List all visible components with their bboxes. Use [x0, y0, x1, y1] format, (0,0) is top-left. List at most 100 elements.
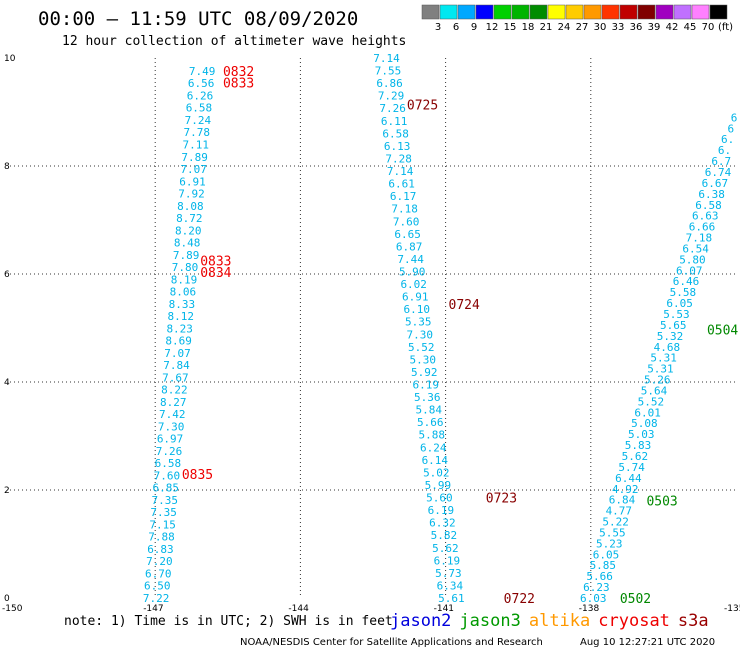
legend-label: 18	[522, 22, 535, 33]
wave-height-value: 7.55	[375, 65, 402, 78]
wave-height-value: 5.52	[638, 395, 665, 408]
legend-swatch	[619, 4, 638, 20]
wave-height-value: 5.66	[417, 416, 444, 429]
legend-swatch	[691, 4, 710, 20]
legend-swatch	[421, 4, 440, 20]
satellite-name-jason2: jason2	[390, 611, 451, 631]
wave-height-value: 6.65	[394, 228, 421, 241]
x-tick-label: -144	[288, 604, 309, 614]
pass-time-label: 0504	[707, 324, 738, 339]
legend-label: 33	[612, 22, 625, 33]
wave-height-value: 6.67	[702, 177, 729, 190]
legend-swatch	[709, 4, 728, 20]
wave-height-value: 6.	[718, 144, 731, 157]
wave-height-value: 4.92	[612, 483, 639, 496]
wave-height-value: 6.70	[145, 567, 172, 580]
pass-time-label: 0722	[504, 592, 535, 607]
wave-height-value: 5.31	[647, 363, 674, 376]
legend-label: 9	[471, 22, 477, 33]
legend-swatch	[583, 4, 602, 20]
legend-label: 21	[540, 22, 553, 33]
pass-time-label: 0725	[407, 98, 438, 113]
legend-swatch	[601, 4, 620, 20]
wave-height-value: 6.13	[384, 140, 411, 153]
wave-height-value: 8.27	[160, 396, 187, 409]
wave-height-value: 7.18	[391, 203, 418, 216]
legend-swatch	[493, 4, 512, 20]
wave-height-value: 7.29	[378, 90, 405, 103]
wave-height-value: 7.24	[185, 114, 212, 127]
wave-height-value: 6.58	[186, 102, 213, 115]
legend-swatch	[673, 4, 692, 20]
wave-height-value: 6.91	[179, 175, 206, 188]
wave-height-value: 6.66	[689, 221, 716, 234]
footer-note: note: 1) Time is in UTC; 2) SWH is in fe…	[64, 614, 393, 629]
x-tick-label: -138	[579, 604, 600, 614]
wave-height-value: 6	[731, 111, 738, 124]
wave-height-value: 5.85	[590, 559, 617, 572]
wave-height-value: 5.90	[399, 265, 426, 278]
pass-time-labels: 0832083308330834083507250724072307220504…	[182, 65, 739, 607]
wave-height-value: 5.74	[618, 461, 645, 474]
wave-height-value: 6.50	[144, 580, 171, 593]
track-jason3: 666.6.6.76.746.676.386.586.636.667.186.5…	[580, 111, 737, 605]
wave-height-value: 6.02	[400, 278, 427, 291]
wave-height-value: 5.73	[435, 567, 462, 580]
wave-height-value: 8.22	[161, 384, 188, 397]
wave-height-value: 5.64	[641, 384, 668, 397]
wave-height-value: 5.32	[657, 330, 684, 343]
legend-label: 30	[594, 22, 607, 33]
wave-height-value: 7.26	[379, 102, 406, 115]
footer-credit: NOAA/NESDIS Center for Satellite Applica…	[240, 637, 543, 648]
wave-height-value: 7.07	[180, 163, 207, 176]
legend-swatch	[655, 4, 674, 20]
wave-height-value: 6.63	[692, 210, 719, 223]
wave-height-value: 5.66	[586, 570, 613, 583]
wave-height-value: 6.19	[413, 379, 440, 392]
wave-height-value: 6.10	[403, 303, 430, 316]
y-tick-label: 6	[4, 270, 10, 280]
wave-height-value: 8.33	[169, 298, 196, 311]
legend-swatch	[511, 4, 530, 20]
wave-height-value: 7.22	[143, 592, 170, 605]
wave-height-value: 7.14	[387, 165, 414, 178]
y-tick-label: 2	[4, 486, 10, 496]
satellite-name-s3a: s3a	[678, 611, 709, 631]
wave-height-value: 7.11	[182, 139, 209, 152]
wave-height-value: 5.02	[423, 466, 450, 479]
wave-height-value: 5.30	[410, 353, 437, 366]
satellite-tracks: 7.496.566.266.587.247.787.117.897.076.91…	[143, 52, 737, 605]
legend-label: 27	[576, 22, 589, 33]
wave-height-value: 5.36	[414, 391, 441, 404]
footer-timestamp: Aug 10 12:27:21 UTC 2020	[580, 637, 715, 648]
wave-height-value: 6	[728, 122, 735, 135]
satellite-name-jason3: jason3	[459, 611, 520, 631]
wave-height-value: 7.78	[184, 126, 211, 139]
pass-time-label: 0832	[223, 65, 254, 80]
wave-height-value: 8.20	[175, 224, 202, 237]
wave-height-value: 5.53	[663, 308, 690, 321]
legend-swatch	[439, 4, 458, 20]
wave-height-value: 5.55	[599, 526, 626, 539]
wave-height-value: 5.60	[426, 492, 453, 505]
wave-height-value: 8.48	[174, 237, 201, 250]
axis-tick-labels: -150 -147 -144 -141 -138 -135 0 2 4 6 8 10	[2, 54, 740, 614]
plot-grid	[10, 58, 736, 598]
legend-label: 24	[558, 22, 571, 33]
wave-height-value: 6.	[721, 133, 734, 146]
wave-height-value: 6.19	[434, 554, 461, 567]
wave-height-value: 6.74	[705, 166, 732, 179]
wave-height-value: 5.35	[405, 316, 432, 329]
x-tick-label: -150	[2, 604, 23, 614]
chart-subtitle: 12 hour collection of altimeter wave hei…	[62, 34, 406, 49]
wave-height-value: 5.82	[431, 529, 458, 542]
wave-height-value: 7.89	[181, 151, 208, 164]
wave-height-value: 6.01	[634, 406, 661, 419]
wave-height-value: 6.19	[428, 504, 455, 517]
legend-swatch	[529, 4, 548, 20]
x-tick-label: -141	[434, 604, 454, 614]
wave-height-value: 6.07	[676, 264, 703, 277]
track-cryosat: 7.496.566.266.587.247.787.117.897.076.91…	[143, 65, 215, 605]
wave-height-value: 7.49	[189, 65, 216, 78]
